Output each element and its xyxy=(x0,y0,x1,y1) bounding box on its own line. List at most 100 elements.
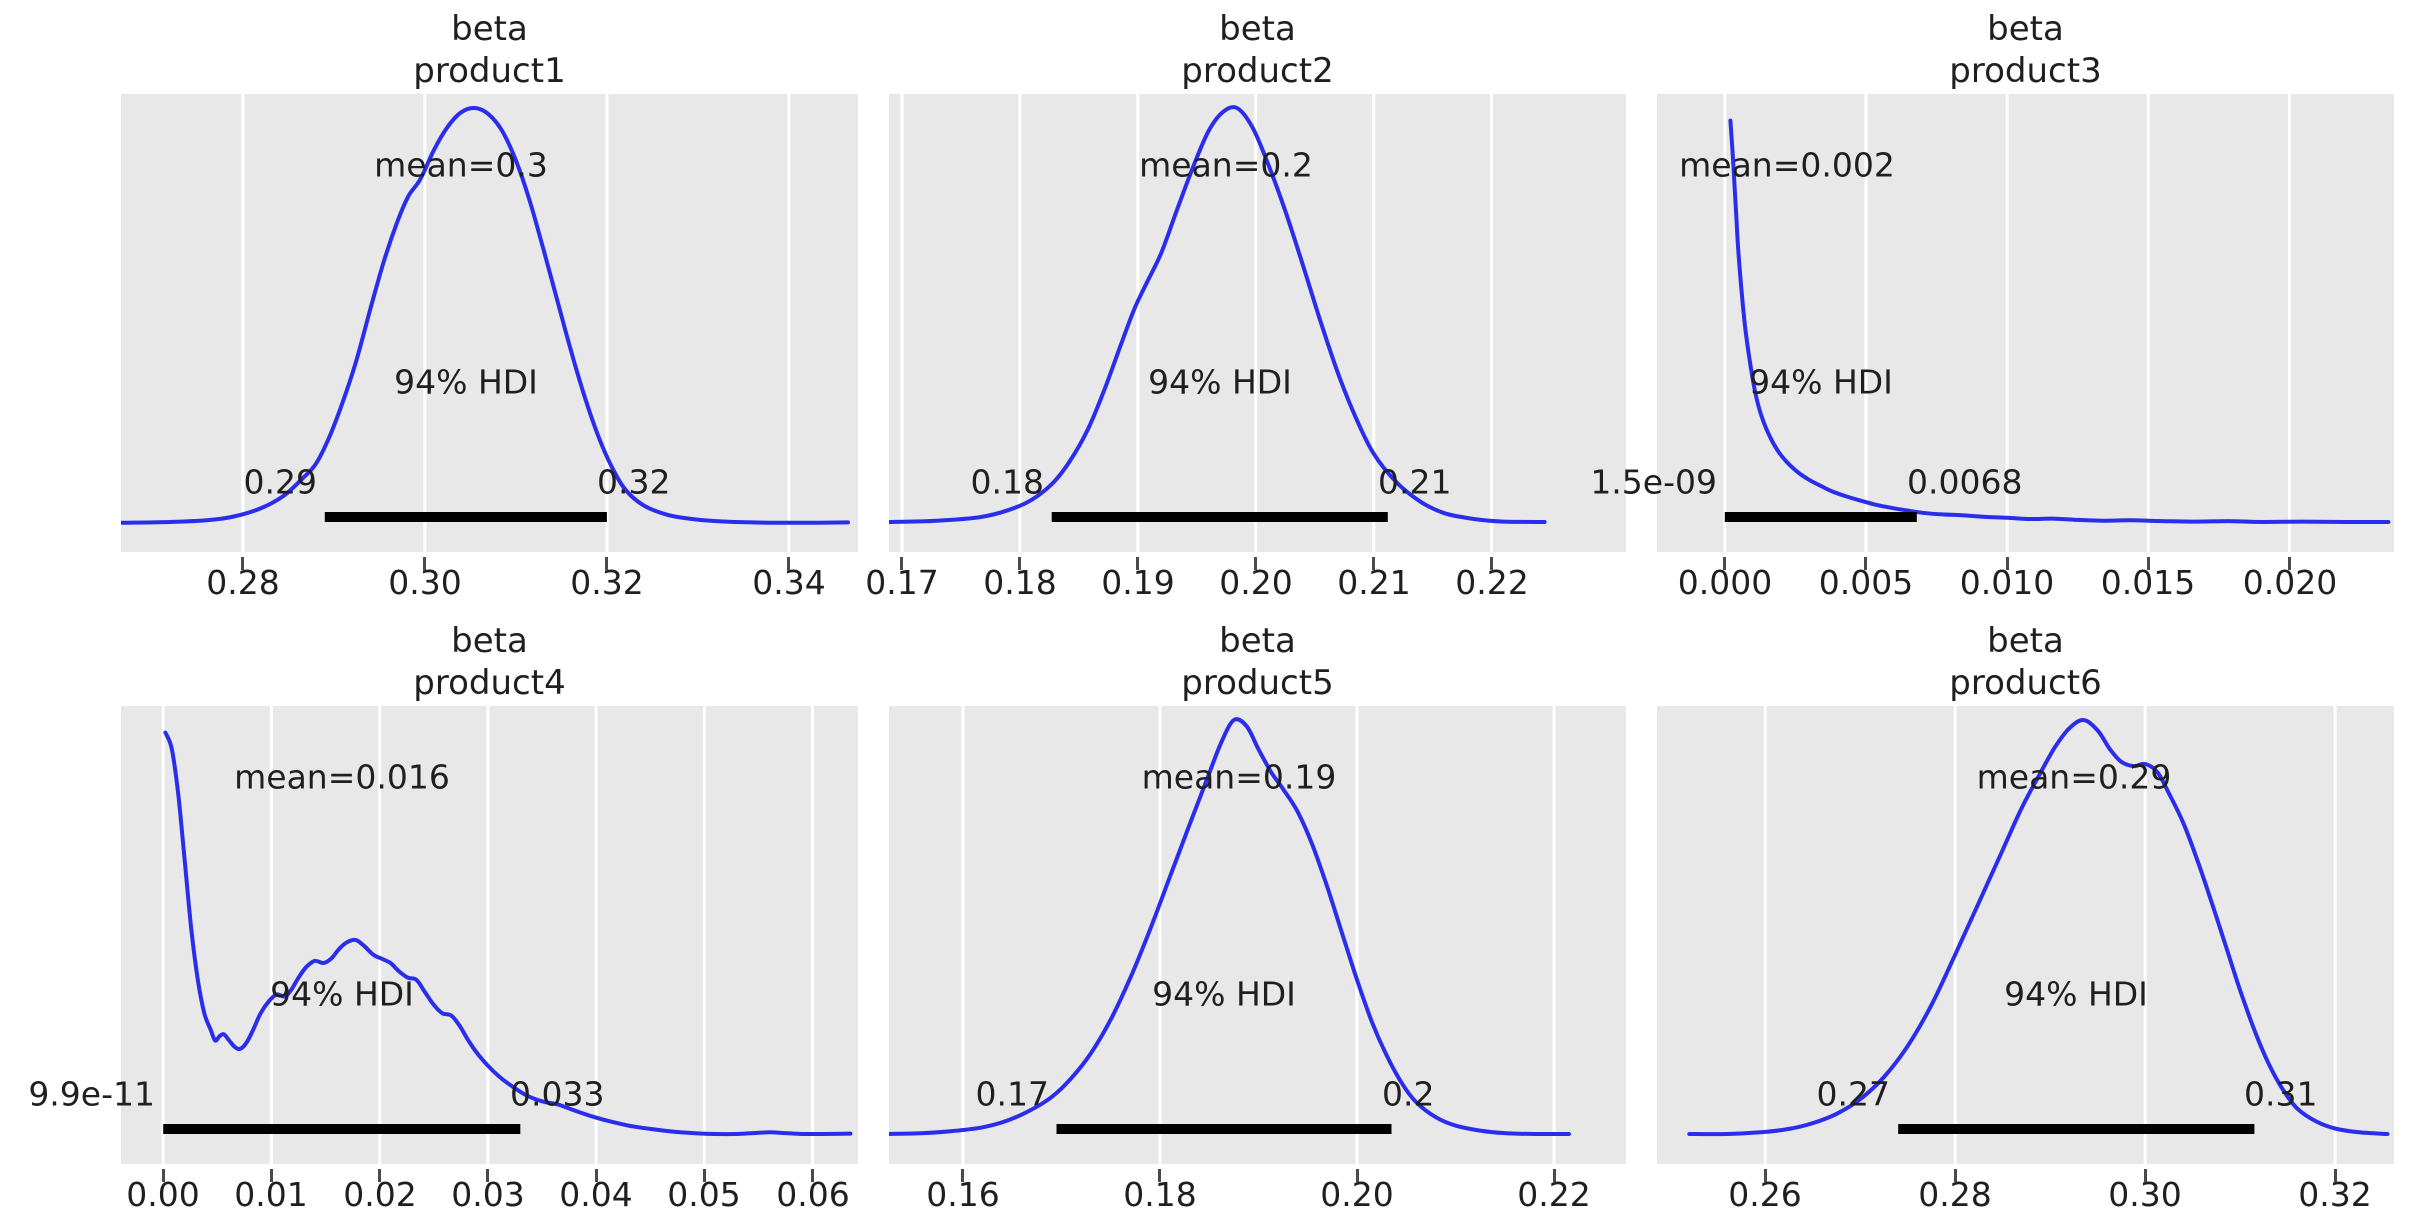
panel-background xyxy=(1657,94,2394,552)
hdi-bar xyxy=(324,512,607,522)
kde-panel xyxy=(121,706,858,1164)
x-tick xyxy=(900,557,903,570)
kde-curve xyxy=(121,105,850,525)
x-tick xyxy=(241,557,244,570)
hdi-lower-label: 0.18 xyxy=(970,462,1044,502)
hdi-upper-label: 0.31 xyxy=(2244,1074,2318,1114)
x-tick-label: 0.02 xyxy=(343,1175,417,1214)
x-tick-label: 0.06 xyxy=(776,1175,850,1214)
x-tick-label: 0.015 xyxy=(2100,563,2196,602)
kde-curve xyxy=(1728,118,2391,524)
x-tick-label: 0.05 xyxy=(667,1175,741,1214)
hdi-lower-label: 0.17 xyxy=(975,1074,1049,1114)
hdi-label: 94% HDI xyxy=(270,974,414,1014)
panel-background xyxy=(121,706,858,1164)
kde-curve xyxy=(889,717,1571,1137)
hdi-lower-label: 0.27 xyxy=(1816,1074,1890,1114)
hdi-lower-label: 1.5e-09 xyxy=(1590,462,1717,502)
x-tick-label: 0.32 xyxy=(570,563,644,602)
hdi-label: 94% HDI xyxy=(1152,974,1296,1014)
subplot-title: beta product6 xyxy=(1657,620,2394,704)
hdi-lower-label: 9.9e-11 xyxy=(28,1074,155,1114)
x-tick-label: 0.04 xyxy=(559,1175,633,1214)
hdi-lower-label: 0.29 xyxy=(243,462,317,502)
kde-panel xyxy=(889,94,1626,552)
subplot-title-coord: product6 xyxy=(1949,663,2102,703)
x-tick-label: 0.32 xyxy=(2298,1175,2372,1214)
x-tick xyxy=(1254,557,1257,570)
subplot-title-var: beta xyxy=(1987,9,2064,49)
x-tick xyxy=(1136,557,1139,570)
x-tick-label: 0.03 xyxy=(451,1175,525,1214)
hdi-upper-label: 0.21 xyxy=(1378,462,1452,502)
x-tick-label: 0.010 xyxy=(1959,563,2055,602)
hdi-upper-label: 0.0068 xyxy=(1907,462,2023,502)
x-tick xyxy=(703,1169,706,1182)
x-tick-label: 0.16 xyxy=(926,1175,1000,1214)
kde-curve xyxy=(889,105,1547,524)
mean-label: mean=0.002 xyxy=(1679,145,1895,185)
x-tick xyxy=(270,1169,273,1182)
x-tick-label: 0.30 xyxy=(388,563,462,602)
kde-panel xyxy=(1657,706,2394,1164)
subplot-title: beta product1 xyxy=(121,8,858,92)
x-tick xyxy=(1158,1169,1161,1182)
x-tick xyxy=(1764,1169,1767,1182)
subplot-title-coord: product1 xyxy=(413,51,566,91)
kde-panel xyxy=(1657,94,2394,552)
hdi-bar xyxy=(1056,1124,1392,1134)
subplot-title-coord: product4 xyxy=(413,663,566,703)
subplot-title-coord: product3 xyxy=(1949,51,2102,91)
x-tick xyxy=(1372,557,1375,570)
kde-panel xyxy=(889,706,1626,1164)
x-tick xyxy=(486,1169,489,1182)
x-tick-label: 0.26 xyxy=(1728,1175,1802,1214)
subplot-title-var: beta xyxy=(1219,9,1296,49)
x-tick-label: 0.020 xyxy=(2242,563,2338,602)
mean-label: mean=0.29 xyxy=(1976,757,2172,797)
x-tick xyxy=(2334,1169,2337,1182)
x-tick xyxy=(378,1169,381,1182)
kde-panel xyxy=(121,94,858,552)
x-tick-label: 0.18 xyxy=(1123,1175,1197,1214)
hdi-bar xyxy=(1724,512,1917,522)
panel-background xyxy=(889,706,1626,1164)
hdi-label: 94% HDI xyxy=(394,362,538,402)
hdi-label: 94% HDI xyxy=(2004,974,2148,1014)
panel-background xyxy=(1657,706,2394,1164)
subplot-title-var: beta xyxy=(451,9,528,49)
x-tick-label: 0.17 xyxy=(865,563,939,602)
x-tick-label: 0.22 xyxy=(1517,1175,1591,1214)
subplot-title: beta product3 xyxy=(1657,8,2394,92)
subplot-title-var: beta xyxy=(451,621,528,661)
subplot-title: beta product4 xyxy=(121,620,858,704)
kde-curve xyxy=(163,730,853,1137)
x-tick xyxy=(961,1169,964,1182)
x-tick xyxy=(2144,1169,2147,1182)
x-tick-label: 0.00 xyxy=(126,1175,200,1214)
x-tick xyxy=(1018,557,1021,570)
hdi-bar xyxy=(1898,1124,2255,1134)
x-tick-label: 0.28 xyxy=(1918,1175,1992,1214)
x-tick-label: 0.19 xyxy=(1101,563,1175,602)
hdi-bar xyxy=(163,1124,521,1134)
subplot-title: beta product2 xyxy=(889,8,1626,92)
x-tick xyxy=(2288,557,2291,570)
hdi-upper-label: 0.2 xyxy=(1382,1074,1435,1114)
x-tick-label: 0.34 xyxy=(752,563,826,602)
x-tick xyxy=(1553,1169,1556,1182)
hdi-upper-label: 0.033 xyxy=(510,1074,605,1114)
x-tick xyxy=(423,557,426,570)
x-tick xyxy=(2006,557,2009,570)
x-tick-label: 0.21 xyxy=(1337,563,1411,602)
subplot-title-coord: product2 xyxy=(1181,51,1334,91)
subplot-title-var: beta xyxy=(1219,621,1296,661)
x-tick xyxy=(811,1169,814,1182)
hdi-label: 94% HDI xyxy=(1148,362,1292,402)
subplot-title: beta product5 xyxy=(889,620,1626,704)
